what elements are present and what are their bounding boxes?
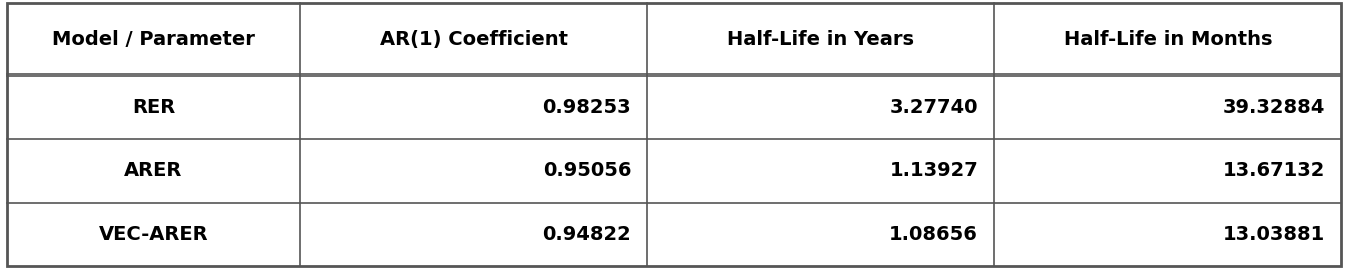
Text: 13.67132: 13.67132: [1223, 161, 1325, 180]
Text: ARER: ARER: [124, 161, 183, 180]
Text: 0.94822: 0.94822: [542, 225, 631, 244]
Text: 0.98253: 0.98253: [542, 98, 631, 117]
Text: 1.13927: 1.13927: [890, 161, 979, 180]
Text: 0.95056: 0.95056: [543, 161, 631, 180]
Text: Half-Life in Years: Half-Life in Years: [728, 30, 914, 48]
Text: Half-Life in Months: Half-Life in Months: [1064, 30, 1273, 48]
Text: AR(1) Coefficient: AR(1) Coefficient: [380, 30, 568, 48]
Text: VEC-ARER: VEC-ARER: [98, 225, 209, 244]
Text: 1.08656: 1.08656: [890, 225, 979, 244]
Text: 39.32884: 39.32884: [1223, 98, 1325, 117]
Text: RER: RER: [132, 98, 175, 117]
Text: 3.27740: 3.27740: [890, 98, 979, 117]
Text: Model / Parameter: Model / Parameter: [53, 30, 255, 48]
Text: 13.03881: 13.03881: [1223, 225, 1325, 244]
